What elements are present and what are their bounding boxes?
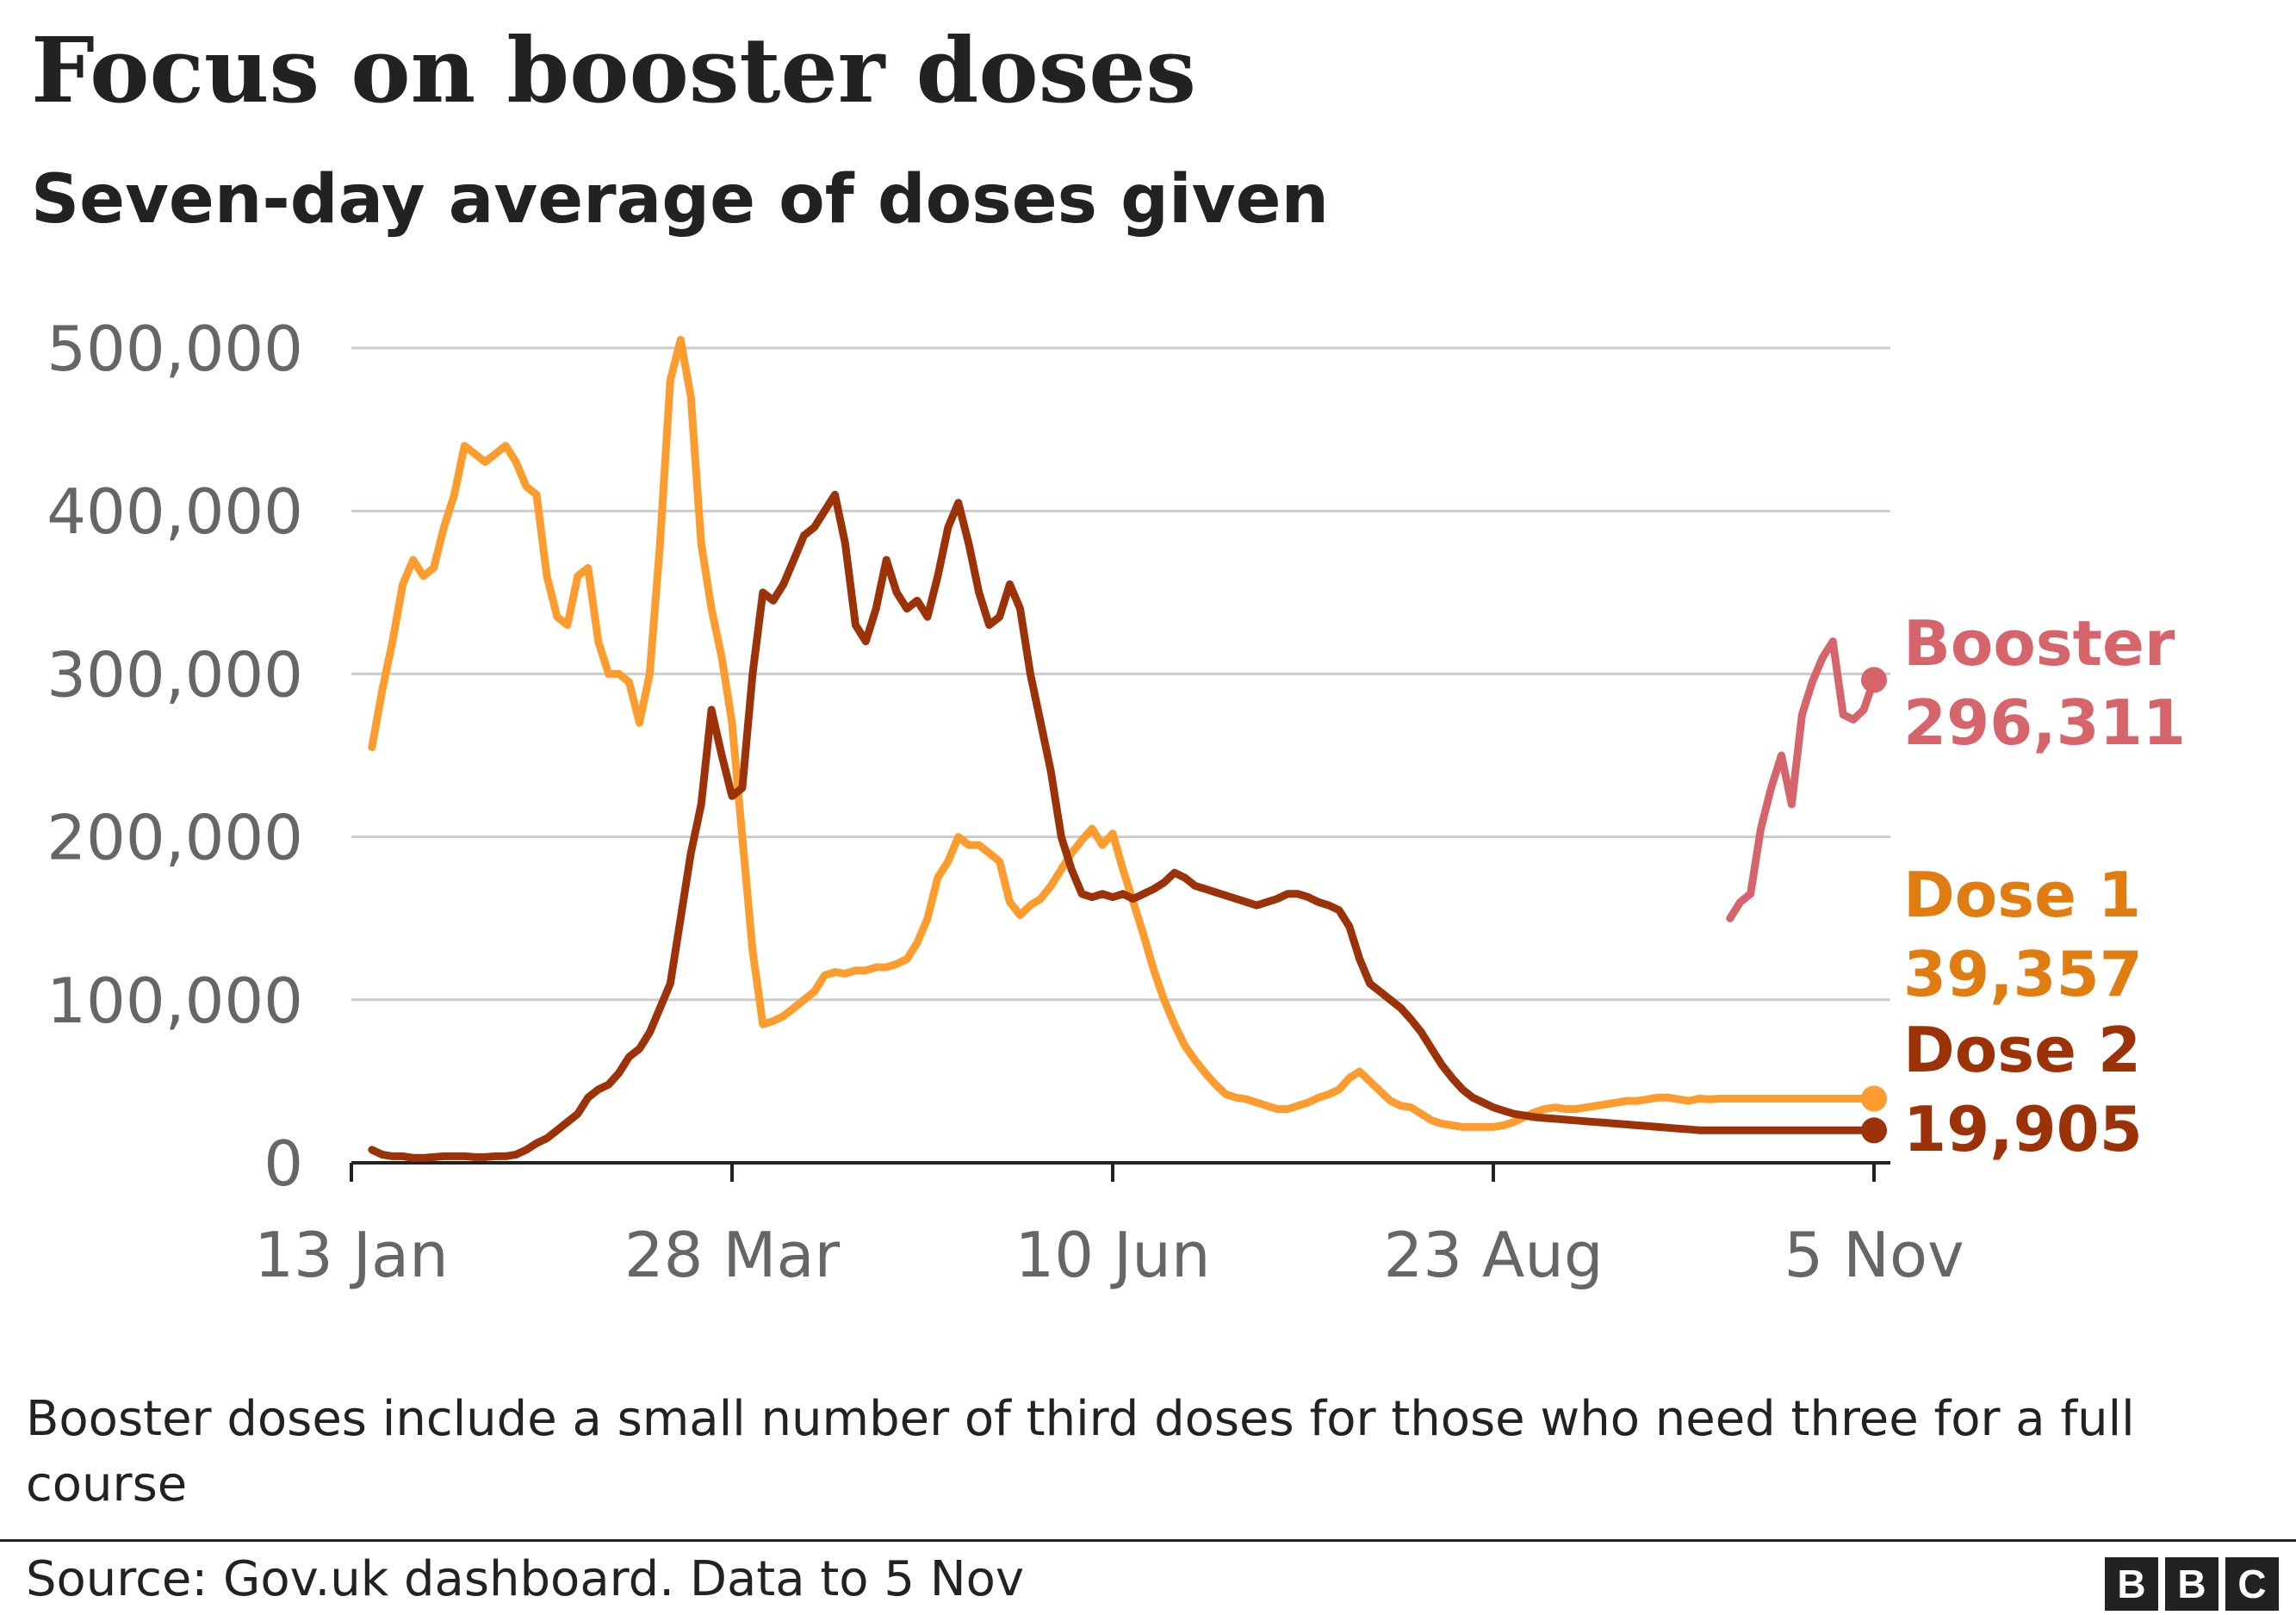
chart-subtitle: Seven-day average of doses given — [31, 161, 1330, 239]
x-axis: 13 Jan 28 Mar 10 Jun 23 Aug 5 Nov — [254, 1161, 1964, 1291]
source-text: Source: Gov.uk dashboard. Data to 5 Nov — [26, 1551, 1025, 1607]
dose-1-end-marker — [1861, 1085, 1887, 1112]
booster-value-label: 296,311 — [1903, 686, 2186, 759]
chart-title: Focus on booster doses — [31, 17, 1196, 123]
y-tick-label: 0 — [264, 1127, 303, 1200]
footnote: Booster doses include a small number of … — [26, 1391, 2135, 1513]
dose-2-line — [368, 490, 1878, 1162]
y-tick-label: 300,000 — [47, 638, 303, 711]
bbc-logo-letter: B — [2105, 1557, 2158, 1611]
y-tick-label: 100,000 — [47, 965, 303, 1037]
footer-divider — [0, 1539, 2296, 1542]
gridlines: 0 100,000 200,000 300,000 400,000 500,000 — [47, 313, 1890, 1200]
booster-line — [1726, 637, 1878, 922]
dose-2-value-label: 19,905 — [1903, 1093, 2143, 1165]
bbc-logo-letter: C — [2225, 1557, 2279, 1611]
booster-end-marker — [1861, 667, 1887, 693]
bbc-logo: B B C — [2105, 1557, 2279, 1611]
dose-1-label: Dose 1 — [1903, 859, 2141, 931]
y-tick-label: 500,000 — [47, 313, 303, 385]
y-tick-label: 200,000 — [47, 802, 303, 874]
x-tick-label: 28 Mar — [624, 1219, 841, 1291]
x-tick-label: 13 Jan — [254, 1219, 449, 1291]
dose-2-label: Dose 2 — [1903, 1014, 2141, 1086]
line-chart: 0 100,000 200,000 300,000 400,000 500,000 13 … — [47, 313, 2186, 1291]
x-tick-label: 10 Jun — [1015, 1219, 1210, 1291]
x-tick-label: 23 Aug — [1383, 1219, 1603, 1291]
dose-1-value-label: 39,357 — [1903, 938, 2143, 1010]
series-lines — [368, 336, 1887, 1162]
dose-1-line — [368, 336, 1878, 1131]
booster-label: Booster — [1903, 607, 2175, 680]
dose-2-end-marker — [1861, 1117, 1887, 1144]
bbc-logo-letter: B — [2165, 1557, 2218, 1611]
y-tick-label: 400,000 — [47, 475, 303, 548]
x-tick-label: 5 Nov — [1784, 1219, 1964, 1291]
